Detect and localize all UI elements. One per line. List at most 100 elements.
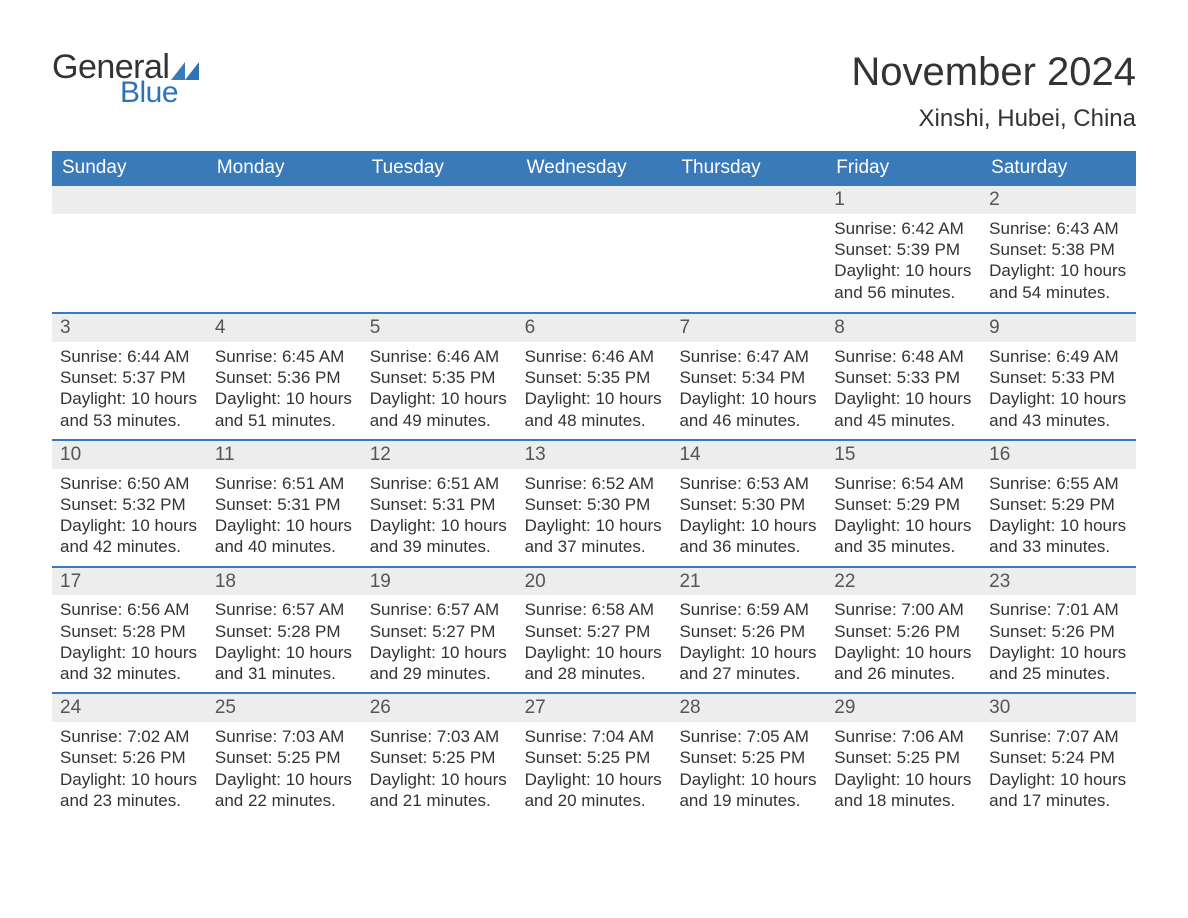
day-details: Sunrise: 6:55 AMSunset: 5:29 PMDaylight:…	[981, 469, 1136, 566]
sunset-line: Sunset: 5:27 PM	[525, 621, 664, 642]
daylight-line: Daylight: 10 hours and 56 minutes.	[834, 260, 973, 303]
day-details: Sunrise: 6:57 AMSunset: 5:28 PMDaylight:…	[207, 595, 362, 692]
daylight-line: Daylight: 10 hours and 21 minutes.	[370, 769, 509, 812]
sunset-line: Sunset: 5:29 PM	[989, 494, 1128, 515]
dow-saturday: Saturday	[981, 151, 1136, 186]
calendar-day: 11Sunrise: 6:51 AMSunset: 5:31 PMDayligh…	[207, 441, 362, 566]
sunset-line: Sunset: 5:37 PM	[60, 367, 199, 388]
day-number	[671, 186, 826, 214]
sunset-line: Sunset: 5:25 PM	[525, 747, 664, 768]
calendar-day: 27Sunrise: 7:04 AMSunset: 5:25 PMDayligh…	[517, 694, 672, 819]
sunrise-line: Sunrise: 6:57 AM	[370, 599, 509, 620]
day-number: 5	[362, 314, 517, 342]
daylight-line: Daylight: 10 hours and 28 minutes.	[525, 642, 664, 685]
calendar-week: 24Sunrise: 7:02 AMSunset: 5:26 PMDayligh…	[52, 692, 1136, 819]
sunrise-line: Sunrise: 6:49 AM	[989, 346, 1128, 367]
sunrise-line: Sunrise: 7:05 AM	[679, 726, 818, 747]
dow-monday: Monday	[207, 151, 362, 186]
sunset-line: Sunset: 5:25 PM	[215, 747, 354, 768]
daylight-line: Daylight: 10 hours and 37 minutes.	[525, 515, 664, 558]
sunset-line: Sunset: 5:28 PM	[215, 621, 354, 642]
dow-thursday: Thursday	[671, 151, 826, 186]
brand-word-2: Blue	[120, 78, 199, 108]
day-number: 22	[826, 568, 981, 596]
calendar-day: 13Sunrise: 6:52 AMSunset: 5:30 PMDayligh…	[517, 441, 672, 566]
sunrise-line: Sunrise: 6:45 AM	[215, 346, 354, 367]
calendar-day: 12Sunrise: 6:51 AMSunset: 5:31 PMDayligh…	[362, 441, 517, 566]
sunrise-line: Sunrise: 7:03 AM	[215, 726, 354, 747]
sunrise-line: Sunrise: 7:02 AM	[60, 726, 199, 747]
weeks-container: 1Sunrise: 6:42 AMSunset: 5:39 PMDaylight…	[52, 186, 1136, 819]
calendar-week: 3Sunrise: 6:44 AMSunset: 5:37 PMDaylight…	[52, 312, 1136, 439]
sunset-line: Sunset: 5:39 PM	[834, 239, 973, 260]
calendar-day: 3Sunrise: 6:44 AMSunset: 5:37 PMDaylight…	[52, 314, 207, 439]
day-details: Sunrise: 6:51 AMSunset: 5:31 PMDaylight:…	[362, 469, 517, 566]
sunset-line: Sunset: 5:38 PM	[989, 239, 1128, 260]
day-number: 2	[981, 186, 1136, 214]
dow-wednesday: Wednesday	[517, 151, 672, 186]
day-number: 24	[52, 694, 207, 722]
daylight-line: Daylight: 10 hours and 22 minutes.	[215, 769, 354, 812]
calendar-day: 15Sunrise: 6:54 AMSunset: 5:29 PMDayligh…	[826, 441, 981, 566]
day-of-week-header: Sunday Monday Tuesday Wednesday Thursday…	[52, 151, 1136, 186]
day-details: Sunrise: 6:52 AMSunset: 5:30 PMDaylight:…	[517, 469, 672, 566]
day-details: Sunrise: 6:44 AMSunset: 5:37 PMDaylight:…	[52, 342, 207, 439]
day-details	[52, 214, 207, 226]
sunset-line: Sunset: 5:29 PM	[834, 494, 973, 515]
calendar-day: 8Sunrise: 6:48 AMSunset: 5:33 PMDaylight…	[826, 314, 981, 439]
sunset-line: Sunset: 5:30 PM	[525, 494, 664, 515]
sunrise-line: Sunrise: 6:51 AM	[370, 473, 509, 494]
calendar-day: 16Sunrise: 6:55 AMSunset: 5:29 PMDayligh…	[981, 441, 1136, 566]
sunrise-line: Sunrise: 6:42 AM	[834, 218, 973, 239]
day-number: 13	[517, 441, 672, 469]
daylight-line: Daylight: 10 hours and 53 minutes.	[60, 388, 199, 431]
calendar-day: 19Sunrise: 6:57 AMSunset: 5:27 PMDayligh…	[362, 568, 517, 693]
daylight-line: Daylight: 10 hours and 25 minutes.	[989, 642, 1128, 685]
day-details: Sunrise: 6:57 AMSunset: 5:27 PMDaylight:…	[362, 595, 517, 692]
dow-friday: Friday	[826, 151, 981, 186]
day-number: 25	[207, 694, 362, 722]
sunset-line: Sunset: 5:25 PM	[679, 747, 818, 768]
daylight-line: Daylight: 10 hours and 35 minutes.	[834, 515, 973, 558]
day-details: Sunrise: 7:03 AMSunset: 5:25 PMDaylight:…	[207, 722, 362, 819]
day-number	[52, 186, 207, 214]
sunrise-line: Sunrise: 6:51 AM	[215, 473, 354, 494]
day-details: Sunrise: 7:05 AMSunset: 5:25 PMDaylight:…	[671, 722, 826, 819]
sunrise-line: Sunrise: 6:46 AM	[525, 346, 664, 367]
daylight-line: Daylight: 10 hours and 26 minutes.	[834, 642, 973, 685]
day-details: Sunrise: 6:47 AMSunset: 5:34 PMDaylight:…	[671, 342, 826, 439]
sunrise-line: Sunrise: 6:48 AM	[834, 346, 973, 367]
day-number: 26	[362, 694, 517, 722]
day-details: Sunrise: 6:51 AMSunset: 5:31 PMDaylight:…	[207, 469, 362, 566]
sunset-line: Sunset: 5:34 PM	[679, 367, 818, 388]
sunset-line: Sunset: 5:33 PM	[834, 367, 973, 388]
day-details: Sunrise: 6:54 AMSunset: 5:29 PMDaylight:…	[826, 469, 981, 566]
calendar-day: 29Sunrise: 7:06 AMSunset: 5:25 PMDayligh…	[826, 694, 981, 819]
calendar-day: 10Sunrise: 6:50 AMSunset: 5:32 PMDayligh…	[52, 441, 207, 566]
day-details: Sunrise: 6:46 AMSunset: 5:35 PMDaylight:…	[362, 342, 517, 439]
calendar-day: 18Sunrise: 6:57 AMSunset: 5:28 PMDayligh…	[207, 568, 362, 693]
sunset-line: Sunset: 5:26 PM	[679, 621, 818, 642]
day-number: 18	[207, 568, 362, 596]
daylight-line: Daylight: 10 hours and 18 minutes.	[834, 769, 973, 812]
dow-sunday: Sunday	[52, 151, 207, 186]
sunrise-line: Sunrise: 6:46 AM	[370, 346, 509, 367]
calendar-day	[207, 186, 362, 312]
page-title: November 2024	[851, 50, 1136, 95]
day-number	[207, 186, 362, 214]
sunrise-line: Sunrise: 7:06 AM	[834, 726, 973, 747]
day-number: 16	[981, 441, 1136, 469]
sunset-line: Sunset: 5:27 PM	[370, 621, 509, 642]
day-details: Sunrise: 6:42 AMSunset: 5:39 PMDaylight:…	[826, 214, 981, 311]
day-number	[517, 186, 672, 214]
calendar-day: 14Sunrise: 6:53 AMSunset: 5:30 PMDayligh…	[671, 441, 826, 566]
brand-logo: General Blue	[52, 50, 199, 108]
day-number: 17	[52, 568, 207, 596]
daylight-line: Daylight: 10 hours and 39 minutes.	[370, 515, 509, 558]
day-details: Sunrise: 7:00 AMSunset: 5:26 PMDaylight:…	[826, 595, 981, 692]
day-number: 30	[981, 694, 1136, 722]
day-number: 28	[671, 694, 826, 722]
sunrise-line: Sunrise: 7:07 AM	[989, 726, 1128, 747]
day-details: Sunrise: 7:01 AMSunset: 5:26 PMDaylight:…	[981, 595, 1136, 692]
calendar-day: 26Sunrise: 7:03 AMSunset: 5:25 PMDayligh…	[362, 694, 517, 819]
